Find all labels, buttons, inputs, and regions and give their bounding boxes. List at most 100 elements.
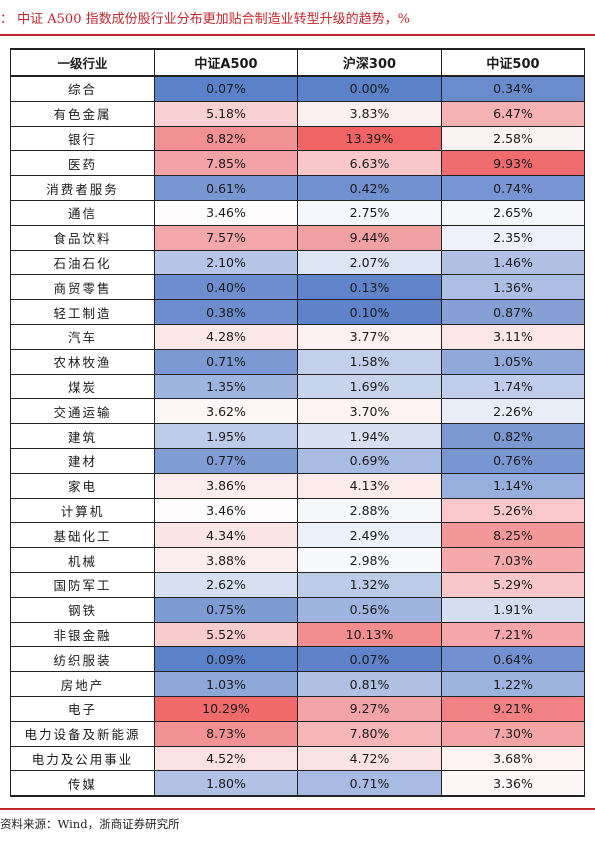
zz500-cell: 7.21% bbox=[441, 621, 585, 648]
industry-cell: 煤炭 bbox=[10, 373, 155, 400]
zz500-cell: 1.74% bbox=[441, 373, 585, 400]
industry-cell: 电力设备及新能源 bbox=[10, 720, 155, 747]
table-row: 医药 7.85% 6.63% 9.93% bbox=[10, 150, 585, 177]
industry-cell: 基础化工 bbox=[10, 522, 155, 549]
source-note: 资料来源：Wind，浙商证券研究所 bbox=[0, 817, 180, 831]
header-zz500: 中证500 bbox=[441, 48, 585, 77]
table-row: 汽车 4.28% 3.77% 3.11% bbox=[10, 323, 585, 350]
zz500-cell: 6.47% bbox=[441, 100, 585, 127]
hs300-cell: 3.83% bbox=[297, 100, 442, 127]
table-row: 有色金属 5.18% 3.83% 6.47% bbox=[10, 100, 585, 127]
industry-cell: 轻工制造 bbox=[10, 299, 155, 325]
table-row: 家电 3.86% 4.13% 1.14% bbox=[10, 472, 585, 499]
a500-cell: 1.80% bbox=[154, 770, 298, 798]
top-rule bbox=[0, 34, 595, 36]
a500-cell: 8.73% bbox=[154, 720, 298, 747]
a500-cell: 0.09% bbox=[154, 646, 298, 673]
zz500-cell: 7.03% bbox=[441, 547, 585, 573]
hs300-cell: 1.94% bbox=[297, 423, 442, 449]
table-header-row: 一级行业 中证A500 沪深300 中证500 bbox=[10, 48, 585, 77]
zz500-cell: 1.14% bbox=[441, 472, 585, 499]
a500-cell: 0.71% bbox=[154, 348, 298, 375]
hs300-cell: 2.98% bbox=[297, 547, 442, 573]
industry-cell: 非银金融 bbox=[10, 621, 155, 648]
industry-cell: 有色金属 bbox=[10, 100, 155, 127]
hs300-cell: 3.70% bbox=[297, 398, 442, 425]
hs300-cell: 6.63% bbox=[297, 150, 442, 177]
a500-cell: 3.46% bbox=[154, 497, 298, 524]
zz500-cell: 2.35% bbox=[441, 224, 585, 251]
a500-cell: 5.18% bbox=[154, 100, 298, 127]
zz500-cell: 2.26% bbox=[441, 398, 585, 425]
a500-cell: 7.85% bbox=[154, 150, 298, 177]
zz500-cell: 1.36% bbox=[441, 274, 585, 301]
hs300-cell: 1.32% bbox=[297, 571, 442, 598]
hs300-cell: 1.69% bbox=[297, 373, 442, 400]
zz500-cell: 3.11% bbox=[441, 323, 585, 350]
table-row: 食品饮料 7.57% 9.44% 2.35% bbox=[10, 224, 585, 251]
a500-cell: 0.77% bbox=[154, 447, 298, 474]
bottom-rule bbox=[0, 808, 595, 810]
zz500-cell: 2.65% bbox=[441, 199, 585, 226]
hs300-cell: 0.13% bbox=[297, 274, 442, 301]
zz500-cell: 9.21% bbox=[441, 695, 585, 722]
a500-cell: 3.46% bbox=[154, 199, 298, 226]
table-row: 农林牧渔 0.71% 1.58% 1.05% bbox=[10, 348, 585, 375]
table-row: 计算机 3.46% 2.88% 5.26% bbox=[10, 497, 585, 524]
table-row: 电力设备及新能源 8.73% 7.80% 7.30% bbox=[10, 720, 585, 747]
industry-cell: 传媒 bbox=[10, 770, 155, 798]
table-row: 纺织服装 0.09% 0.07% 0.64% bbox=[10, 646, 585, 673]
a500-cell: 0.40% bbox=[154, 274, 298, 301]
table-row: 基础化工 4.34% 2.49% 8.25% bbox=[10, 522, 585, 549]
industry-cell: 石油石化 bbox=[10, 249, 155, 276]
zz500-cell: 0.76% bbox=[441, 447, 585, 474]
industry-cell: 计算机 bbox=[10, 497, 155, 524]
a500-cell: 0.61% bbox=[154, 175, 298, 201]
industry-cell: 纺织服装 bbox=[10, 646, 155, 673]
industry-cell: 钢铁 bbox=[10, 596, 155, 623]
zz500-cell: 0.64% bbox=[441, 646, 585, 673]
industry-cell: 国防军工 bbox=[10, 571, 155, 598]
hs300-cell: 4.72% bbox=[297, 745, 442, 772]
table-row: 综合 0.07% 0.00% 0.34% bbox=[10, 75, 585, 102]
industry-cell: 电力及公用事业 bbox=[10, 745, 155, 772]
hs300-cell: 2.07% bbox=[297, 249, 442, 276]
zz500-cell: 3.68% bbox=[441, 745, 585, 772]
industry-cell: 汽车 bbox=[10, 323, 155, 350]
a500-cell: 4.34% bbox=[154, 522, 298, 549]
a500-cell: 0.75% bbox=[154, 596, 298, 623]
table-row: 机械 3.88% 2.98% 7.03% bbox=[10, 547, 585, 573]
table-row: 商贸零售 0.40% 0.13% 1.36% bbox=[10, 274, 585, 301]
a500-cell: 3.62% bbox=[154, 398, 298, 425]
hs300-cell: 0.10% bbox=[297, 299, 442, 325]
industry-cell: 电子 bbox=[10, 695, 155, 722]
industry-cell: 农林牧渔 bbox=[10, 348, 155, 375]
industry-cell: 交通运输 bbox=[10, 398, 155, 425]
table-row: 交通运输 3.62% 3.70% 2.26% bbox=[10, 398, 585, 425]
zz500-cell: 1.91% bbox=[441, 596, 585, 623]
hs300-cell: 3.77% bbox=[297, 323, 442, 350]
table-row: 电子 10.29% 9.27% 9.21% bbox=[10, 695, 585, 722]
table-row: 国防军工 2.62% 1.32% 5.29% bbox=[10, 571, 585, 598]
zz500-cell: 0.82% bbox=[441, 423, 585, 449]
zz500-cell: 5.29% bbox=[441, 571, 585, 598]
table-row: 轻工制造 0.38% 0.10% 0.87% bbox=[10, 299, 585, 325]
zz500-cell: 5.26% bbox=[441, 497, 585, 524]
hs300-cell: 2.49% bbox=[297, 522, 442, 549]
zz500-cell: 0.87% bbox=[441, 299, 585, 325]
a500-cell: 4.28% bbox=[154, 323, 298, 350]
hs300-cell: 0.69% bbox=[297, 447, 442, 474]
table-row: 石油石化 2.10% 2.07% 1.46% bbox=[10, 249, 585, 276]
industry-cell: 医药 bbox=[10, 150, 155, 177]
hs300-cell: 7.80% bbox=[297, 720, 442, 747]
hs300-cell: 2.88% bbox=[297, 497, 442, 524]
a500-cell: 4.52% bbox=[154, 745, 298, 772]
table-row: 建筑 1.95% 1.94% 0.82% bbox=[10, 423, 585, 449]
zz500-cell: 8.25% bbox=[441, 522, 585, 549]
hs300-cell: 10.13% bbox=[297, 621, 442, 648]
hs300-cell: 0.07% bbox=[297, 646, 442, 673]
hs300-cell: 13.39% bbox=[297, 125, 442, 152]
zz500-cell: 9.93% bbox=[441, 150, 585, 177]
industry-cell: 通信 bbox=[10, 199, 155, 226]
industry-cell: 机械 bbox=[10, 547, 155, 573]
